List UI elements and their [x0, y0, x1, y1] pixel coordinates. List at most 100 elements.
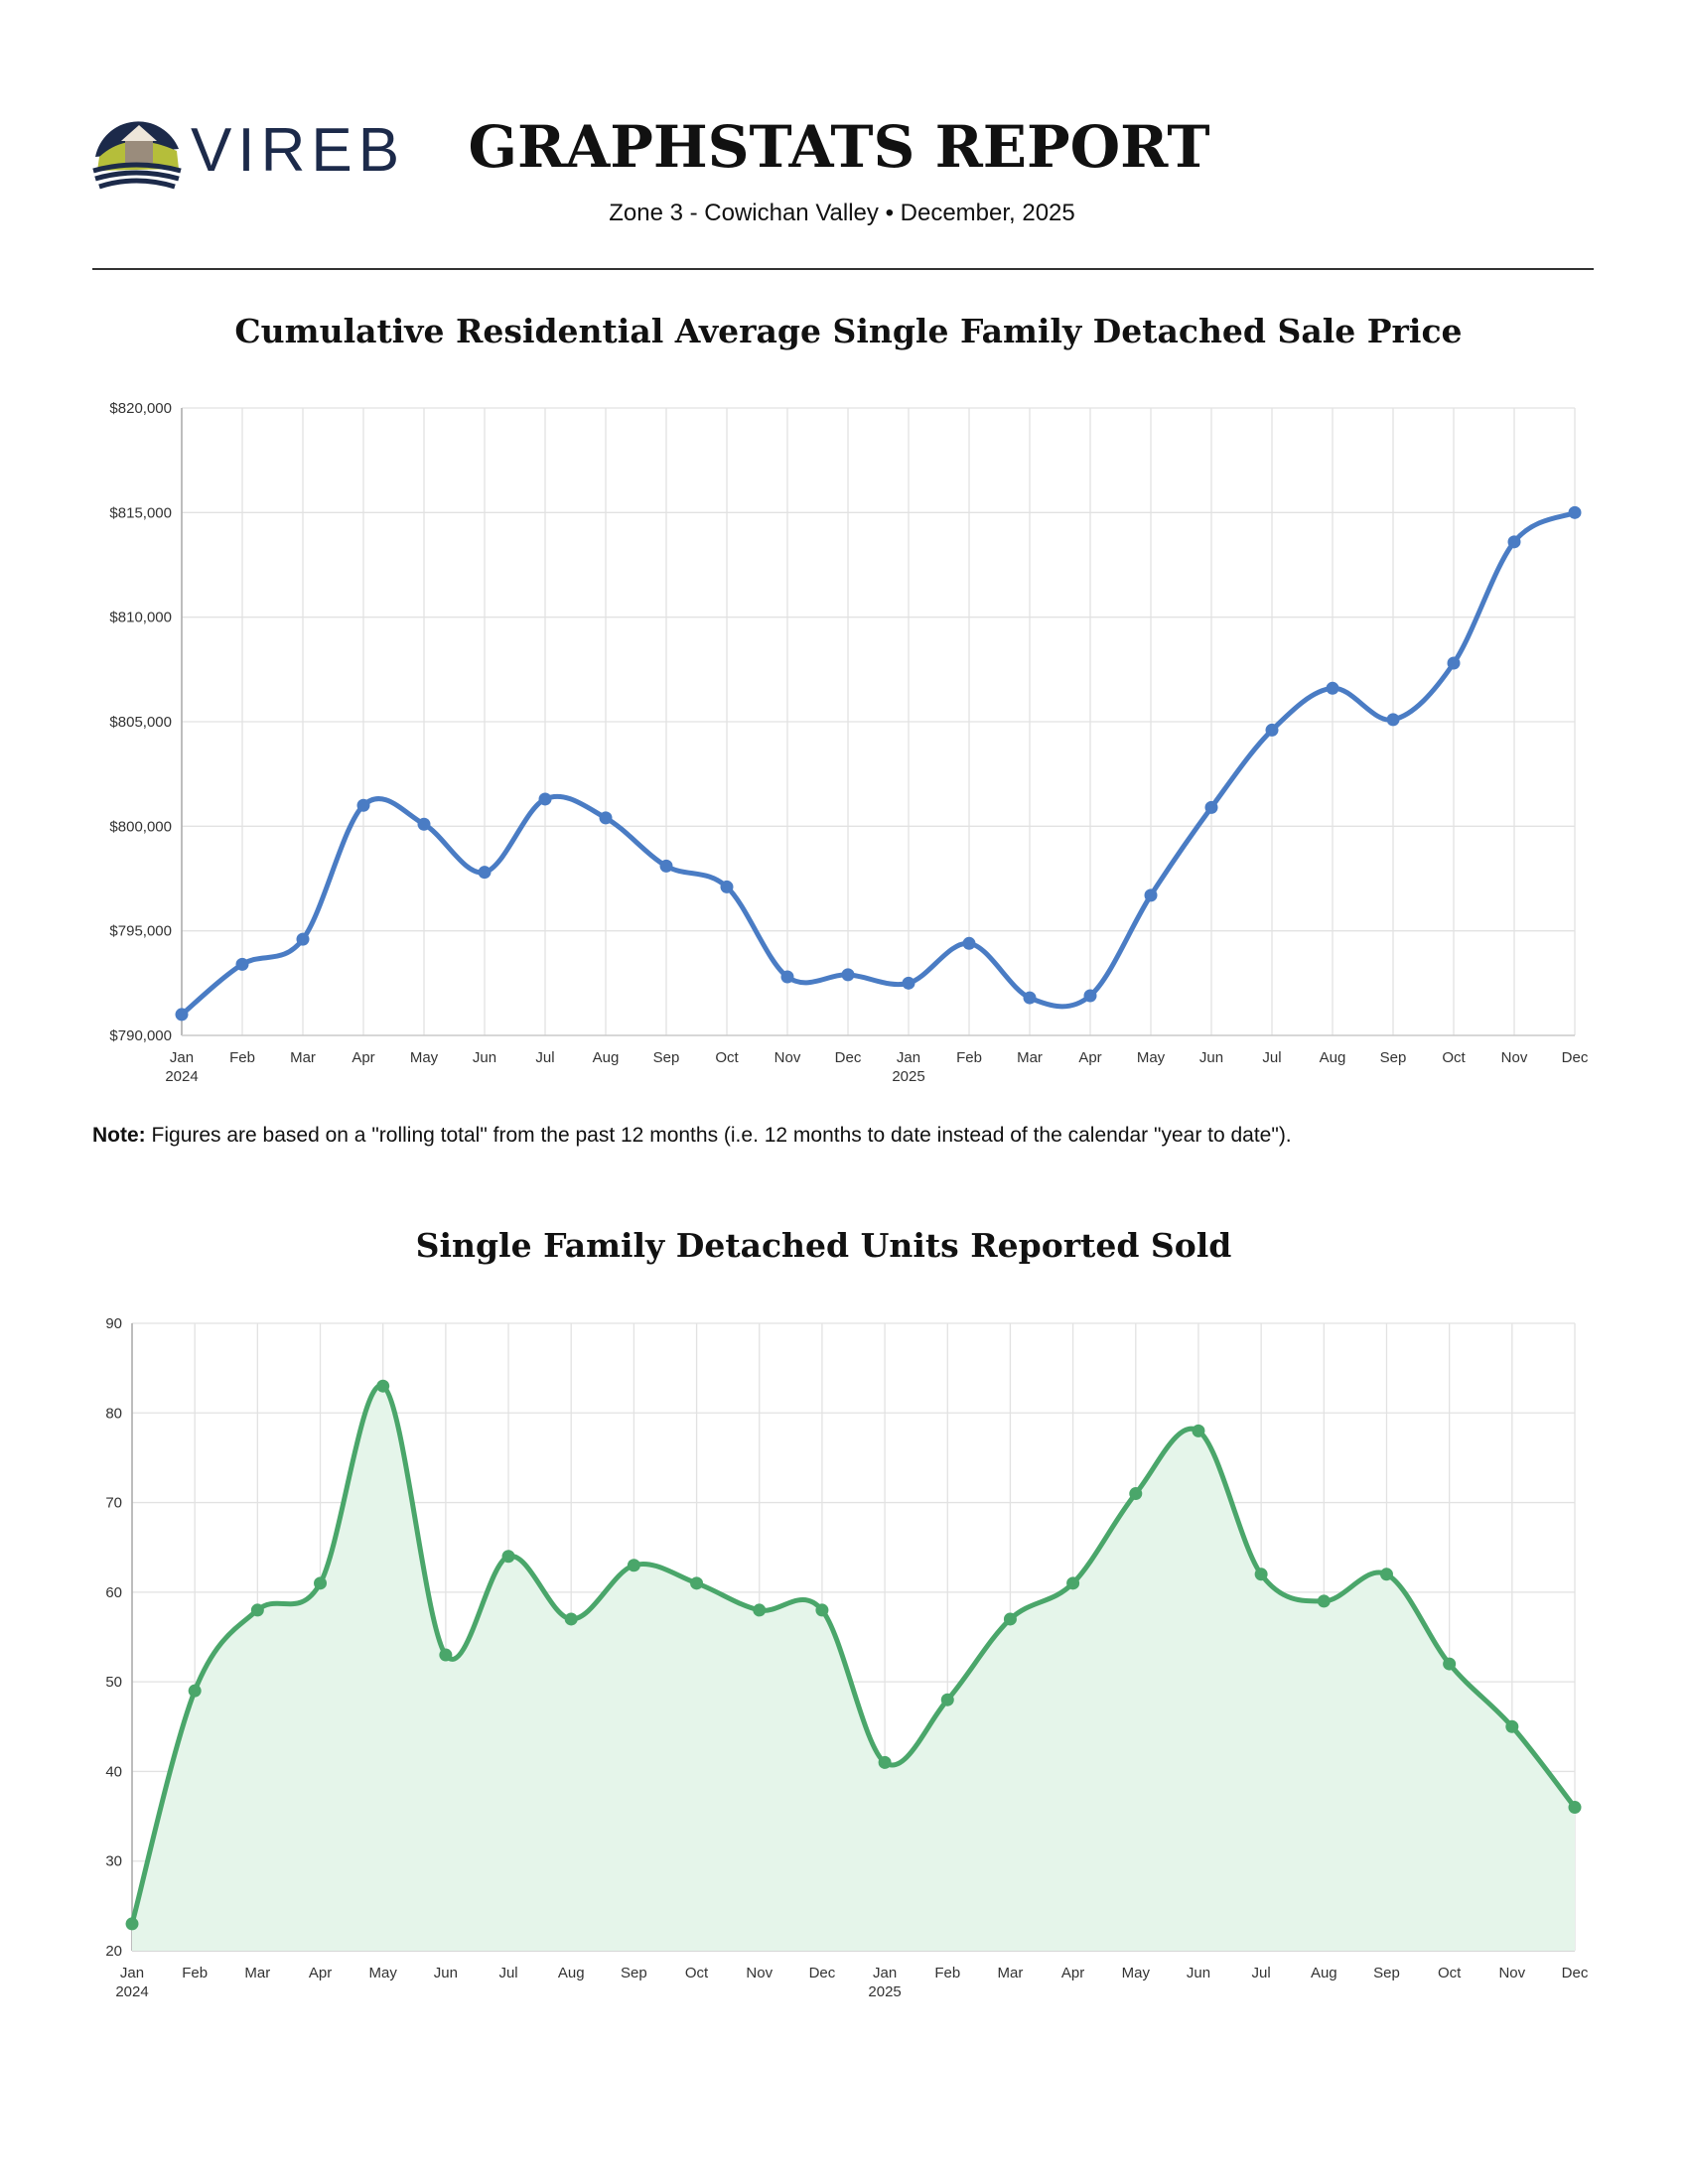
point [1023, 991, 1037, 1005]
point [1568, 1801, 1582, 1815]
x-tick-label: Nov [746, 1965, 773, 1981]
point [878, 1755, 892, 1769]
point [1386, 713, 1400, 727]
chart: Cumulative Residential Average Single Fa… [109, 312, 1588, 1085]
point [690, 1576, 704, 1590]
point [902, 976, 915, 990]
logo-house [125, 139, 153, 163]
y-tick-label: $800,000 [109, 818, 172, 835]
x-tick-label: Feb [956, 1049, 982, 1066]
note-label: Note: [92, 1124, 146, 1147]
x-tick-label: Apr [309, 1965, 332, 1981]
point [1192, 1424, 1205, 1437]
x-tick-label: Jan [897, 1049, 920, 1066]
area [132, 1385, 1575, 1951]
x-tick-label: Jul [1252, 1965, 1271, 1981]
x-year-label: 2025 [892, 1068, 924, 1085]
x-tick-label: Aug [1311, 1965, 1337, 1981]
x-tick-label: Jan [170, 1049, 194, 1066]
x-tick-label: Dec [1562, 1965, 1589, 1981]
point [841, 968, 855, 982]
x-tick-label: Sep [653, 1049, 680, 1066]
y-tick-label: 90 [105, 1315, 122, 1332]
point [235, 957, 249, 971]
point [1144, 888, 1158, 902]
x-tick-label: Feb [182, 1965, 208, 1981]
point [753, 1603, 767, 1617]
point [175, 1008, 189, 1022]
point [940, 1693, 954, 1706]
x-tick-label: Dec [809, 1965, 836, 1981]
x-tick-label: Apr [1061, 1965, 1084, 1981]
point [564, 1612, 578, 1626]
x-tick-label: Oct [1442, 1049, 1466, 1066]
chart-title: Single Family Detached Units Reported So… [416, 1226, 1232, 1265]
point [1443, 1657, 1457, 1671]
x-tick-label: May [410, 1049, 439, 1066]
y-tick-label: $810,000 [109, 610, 172, 626]
point [125, 1917, 139, 1931]
point [599, 811, 613, 825]
y-tick-label: 50 [105, 1674, 122, 1691]
x-tick-label: Mar [998, 1965, 1024, 1981]
x-tick-label: Nov [1501, 1049, 1528, 1066]
point [478, 866, 492, 880]
chart: Single Family Detached Units Reported So… [105, 1226, 1589, 2000]
x-tick-label: May [369, 1965, 398, 1981]
x-year-label: 2024 [115, 1983, 148, 2000]
x-tick-label: Mar [1017, 1049, 1043, 1066]
point [627, 1559, 640, 1572]
x-tick-label: Mar [290, 1049, 316, 1066]
x-tick-label: Jul [498, 1965, 517, 1981]
x-tick-label: Aug [1320, 1049, 1346, 1066]
x-tick-label: Apr [1078, 1049, 1101, 1066]
x-tick-label: Jun [434, 1965, 458, 1981]
point [1066, 1576, 1080, 1590]
point [376, 1379, 390, 1393]
report-subtitle: Zone 3 - Cowichan Valley • December, 202… [609, 200, 1075, 226]
point [1505, 1719, 1519, 1733]
x-tick-label: May [1137, 1049, 1166, 1066]
point [1204, 800, 1218, 814]
y-tick-label: $815,000 [109, 504, 172, 521]
x-tick-label: Jan [120, 1965, 144, 1981]
x-tick-label: Aug [558, 1965, 585, 1981]
y-tick-label: $790,000 [109, 1027, 172, 1044]
x-tick-label: Dec [1562, 1049, 1589, 1066]
point [538, 792, 552, 806]
point [1083, 989, 1097, 1003]
y-tick-label: $805,000 [109, 714, 172, 731]
point [720, 880, 734, 893]
x-tick-label: Nov [774, 1049, 801, 1066]
point [1317, 1594, 1331, 1608]
logo-text: VIREB [191, 116, 405, 185]
report-title: GRAPHSTATS REPORT [469, 113, 1210, 181]
x-tick-label: Dec [835, 1049, 862, 1066]
x-tick-label: Sep [1373, 1965, 1400, 1981]
x-tick-label: Apr [352, 1049, 374, 1066]
x-tick-label: Oct [685, 1965, 709, 1981]
x-tick-label: Nov [1498, 1965, 1525, 1981]
point [815, 1603, 829, 1617]
point [356, 798, 370, 812]
x-tick-label: Jan [873, 1965, 897, 1981]
y-tick-label: 80 [105, 1405, 122, 1422]
note: Note: Figures are based on a "rolling to… [92, 1124, 1292, 1147]
x-tick-label: Jun [1187, 1965, 1210, 1981]
point [1254, 1568, 1268, 1581]
y-tick-label: $795,000 [109, 923, 172, 940]
y-tick-label: 20 [105, 1943, 122, 1960]
point [1379, 1568, 1393, 1581]
point [501, 1550, 515, 1564]
logo: VIREB [92, 116, 405, 190]
point [314, 1576, 328, 1590]
x-tick-label: Feb [229, 1049, 255, 1066]
point [962, 936, 976, 950]
x-tick-label: Mar [244, 1965, 270, 1981]
note-text: Figures are based on a "rolling total" f… [152, 1124, 1292, 1147]
point [1326, 681, 1339, 695]
x-tick-label: Aug [593, 1049, 620, 1066]
point [188, 1684, 202, 1698]
point [1447, 656, 1461, 670]
